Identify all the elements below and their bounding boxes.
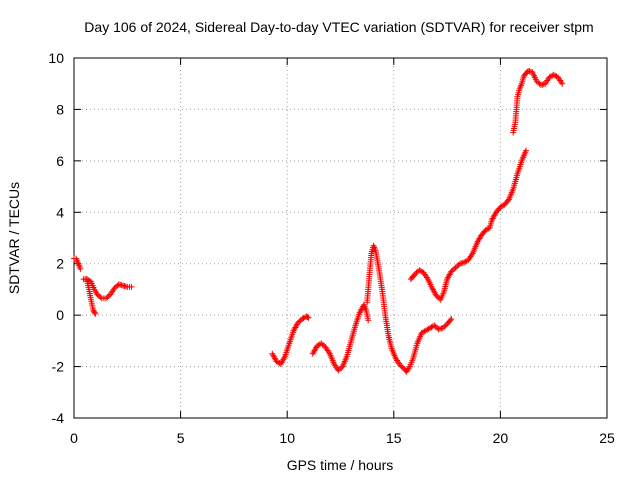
data-series bbox=[71, 67, 566, 375]
data-point bbox=[77, 265, 84, 272]
data-point bbox=[336, 366, 343, 373]
data-point bbox=[102, 295, 109, 302]
data-point bbox=[397, 362, 404, 369]
grid bbox=[74, 58, 607, 418]
data-point bbox=[97, 294, 104, 301]
x-tick-label: 15 bbox=[386, 430, 402, 446]
series-seg5 bbox=[309, 301, 372, 374]
data-point bbox=[365, 317, 372, 324]
data-point bbox=[434, 294, 441, 301]
data-point bbox=[305, 314, 312, 321]
y-tick-label: 8 bbox=[56, 101, 64, 117]
y-tick-label: -2 bbox=[52, 359, 65, 375]
data-point bbox=[522, 147, 529, 154]
data-point bbox=[128, 283, 135, 290]
data-point bbox=[90, 307, 97, 313]
y-tick-label: 0 bbox=[56, 307, 64, 323]
chart-title: Day 106 of 2024, Sidereal Day-to-day VTE… bbox=[84, 19, 593, 35]
y-axis-label: SDTVAR / TECUs bbox=[6, 182, 22, 294]
data-point bbox=[441, 323, 448, 330]
data-point bbox=[104, 294, 111, 301]
series-seg1 bbox=[71, 255, 84, 272]
data-point bbox=[433, 292, 440, 299]
series-seg3 bbox=[83, 276, 99, 317]
y-tick-label: 10 bbox=[48, 50, 64, 66]
series-seg6 bbox=[364, 242, 455, 375]
data-point bbox=[559, 80, 566, 87]
series-seg7 bbox=[407, 147, 529, 303]
x-tick-label: 20 bbox=[493, 430, 509, 446]
data-point bbox=[448, 316, 455, 322]
data-point bbox=[91, 309, 98, 316]
data-point bbox=[439, 325, 446, 331]
data-point bbox=[452, 264, 459, 271]
data-point bbox=[454, 263, 461, 270]
data-point bbox=[319, 341, 326, 348]
series-seg8 bbox=[510, 67, 566, 136]
data-point bbox=[92, 310, 99, 317]
x-tick-label: 5 bbox=[177, 430, 185, 446]
data-point bbox=[111, 285, 118, 292]
x-tick-label: 0 bbox=[70, 430, 78, 446]
data-point bbox=[431, 322, 438, 329]
data-point bbox=[413, 269, 420, 276]
axis-ticks: 0 5 10 15 20 25 -4 -2 0 2 4 6 8 10 bbox=[48, 50, 615, 446]
y-tick-label: -4 bbox=[52, 410, 65, 426]
data-point bbox=[449, 267, 456, 274]
data-point bbox=[112, 283, 119, 290]
data-point bbox=[296, 318, 303, 325]
plot-frame bbox=[73, 57, 608, 419]
data-point bbox=[448, 268, 455, 275]
data-point bbox=[304, 314, 311, 321]
data-point bbox=[412, 271, 419, 277]
data-point bbox=[95, 292, 102, 299]
data-point bbox=[451, 265, 458, 272]
series-seg4 bbox=[269, 313, 312, 367]
data-point bbox=[94, 291, 101, 298]
data-point bbox=[398, 363, 405, 370]
x-tick-label: 10 bbox=[279, 430, 295, 446]
data-point bbox=[533, 78, 540, 85]
data-point bbox=[294, 319, 301, 326]
data-point bbox=[447, 317, 454, 324]
data-point bbox=[90, 308, 97, 315]
data-point bbox=[318, 340, 325, 347]
data-point bbox=[535, 79, 542, 86]
y-tick-label: 6 bbox=[56, 153, 64, 169]
y-tick-label: 2 bbox=[56, 256, 64, 272]
data-point bbox=[335, 367, 342, 374]
x-tick-label: 25 bbox=[599, 430, 615, 446]
x-axis-label: GPS time / hours bbox=[287, 457, 394, 473]
data-point bbox=[432, 323, 439, 330]
y-tick-label: 4 bbox=[56, 204, 64, 220]
